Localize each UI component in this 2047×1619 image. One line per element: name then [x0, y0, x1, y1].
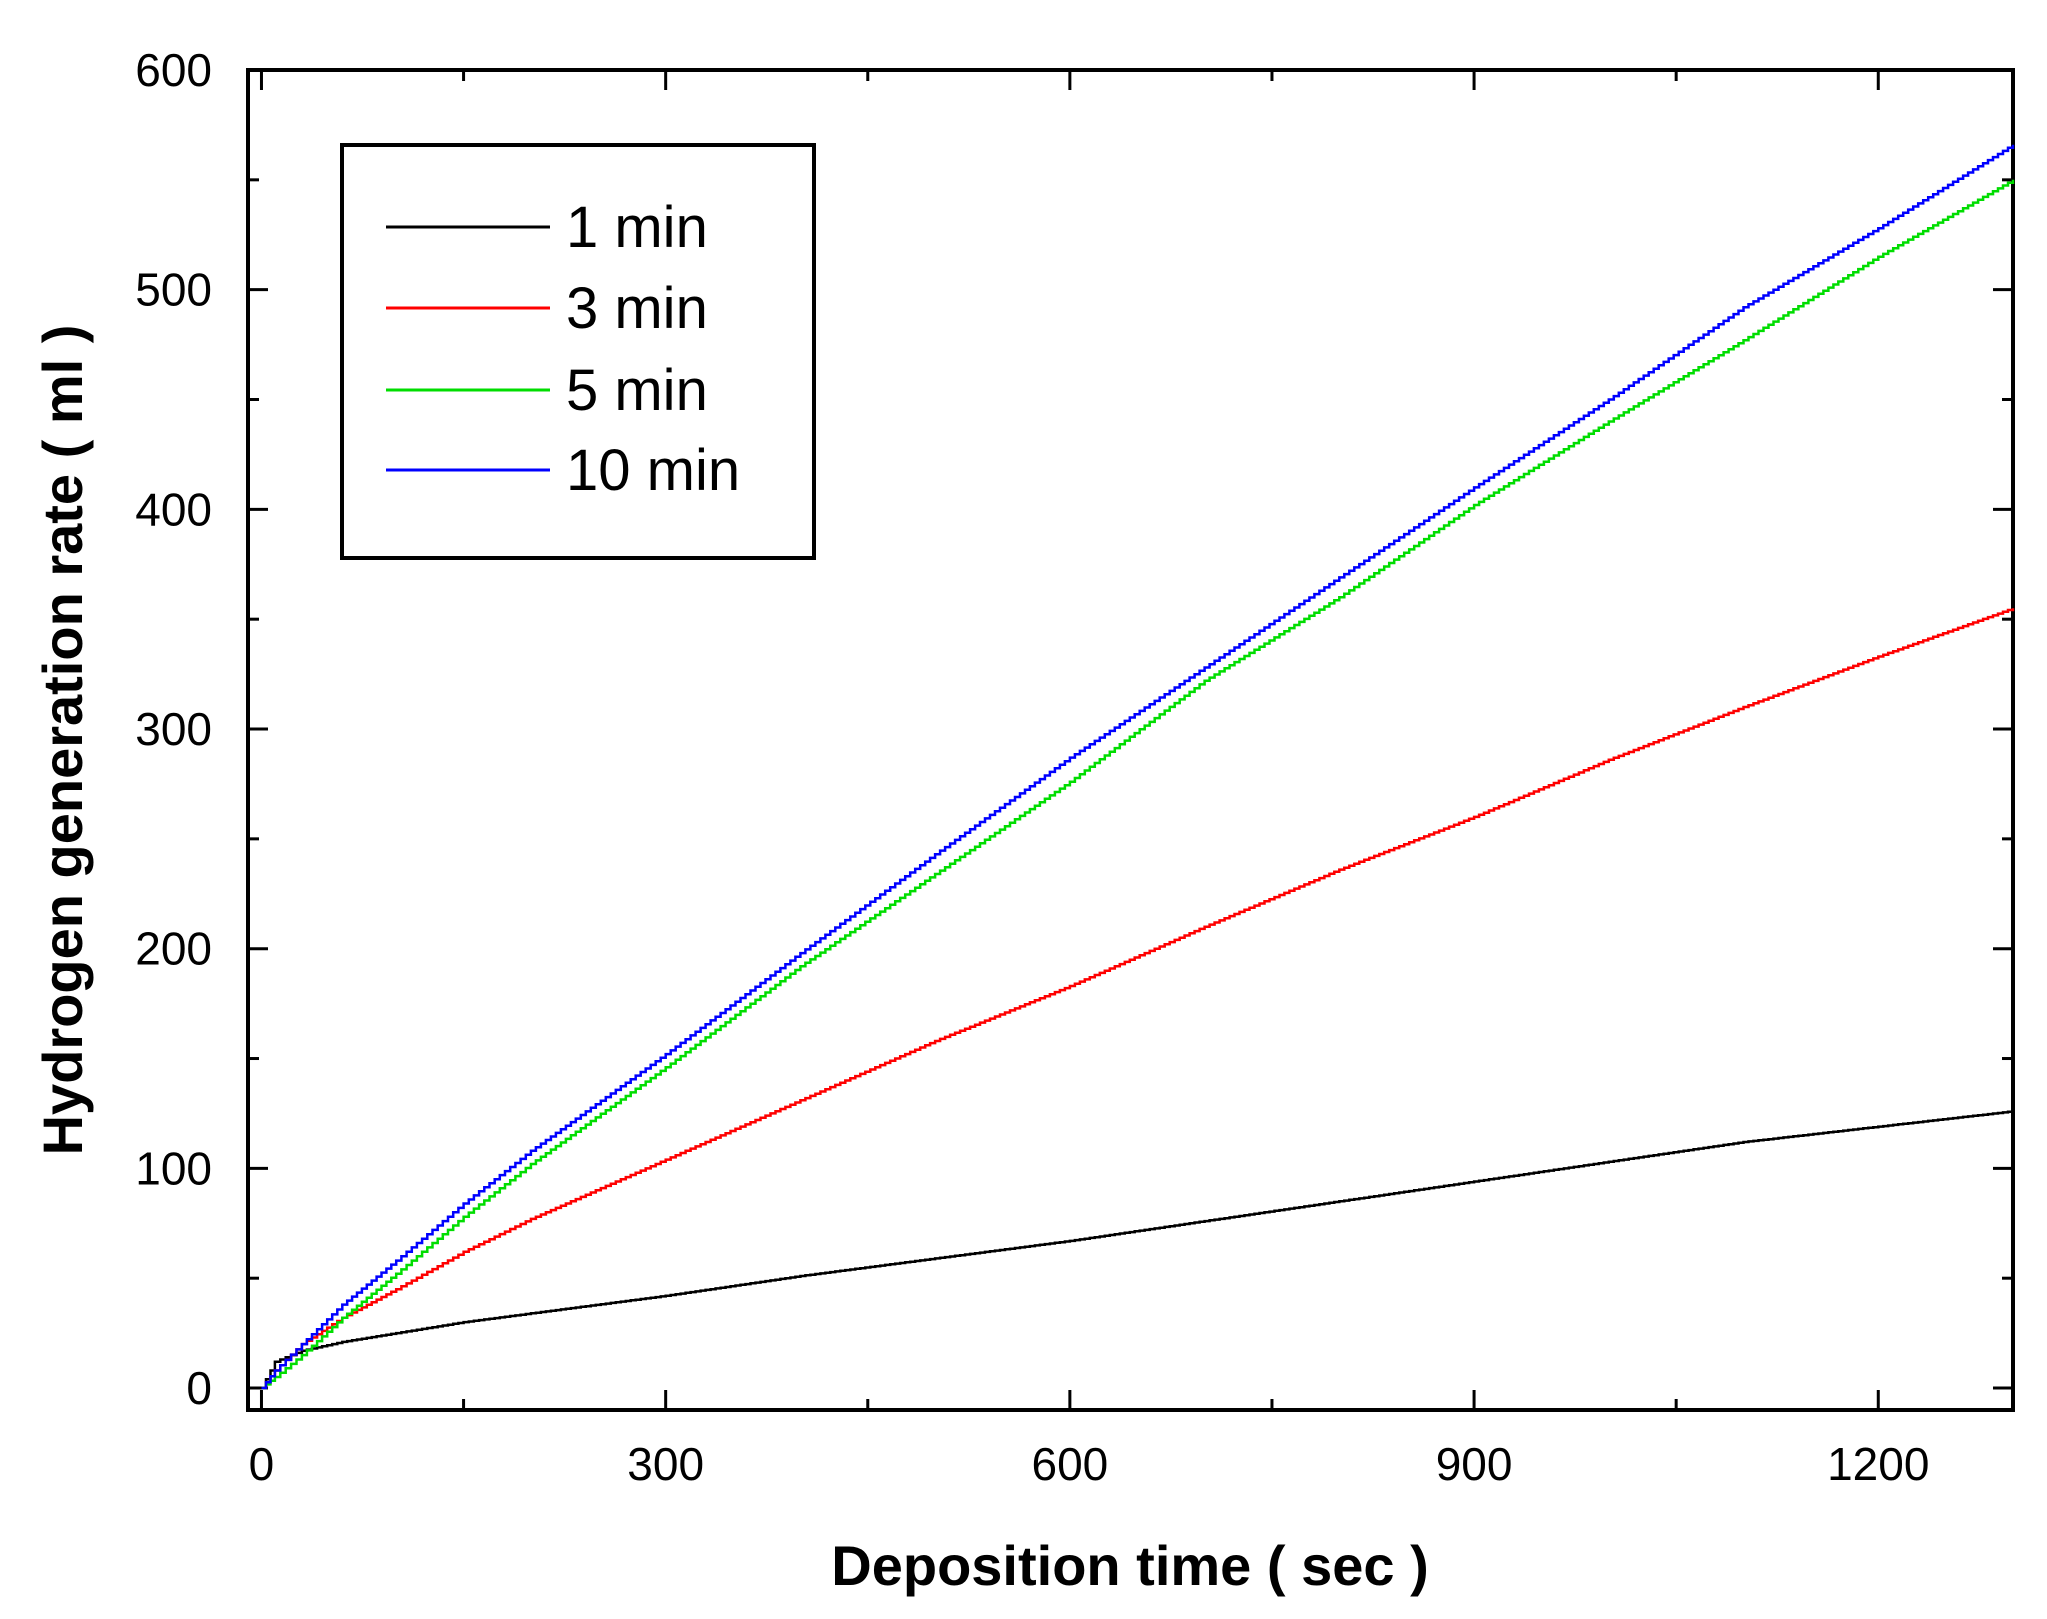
y-tick-label: 300 — [135, 703, 212, 755]
y-tick-label: 500 — [135, 264, 212, 316]
series-line-1-min — [261, 1110, 2015, 1390]
y-tick-label: 400 — [135, 483, 212, 535]
x-tick-label: 300 — [627, 1438, 704, 1490]
x-tick-label: 1200 — [1827, 1438, 1929, 1490]
series-line-3-min — [261, 608, 2015, 1390]
legend: 1 min 3 min 5 min 10 min — [340, 143, 816, 560]
minor-ticks — [248, 70, 2013, 1410]
plot-frame — [246, 68, 2015, 1412]
y-tick-labels: 0 100 200 300 400 500 600 — [135, 44, 212, 1414]
y-tick-label: 600 — [135, 44, 212, 96]
legend-label: 5 min — [566, 358, 708, 423]
legend-label: 1 min — [566, 195, 708, 260]
y-tick-label: 100 — [135, 1142, 212, 1194]
legend-items: 1 min 3 min 5 min 10 min — [386, 195, 740, 503]
series-line-10-min — [261, 144, 2015, 1390]
x-tick-label: 600 — [1031, 1438, 1108, 1490]
x-tick-label: 900 — [1436, 1438, 1513, 1490]
y-tick-label: 0 — [186, 1362, 212, 1414]
legend-label: 3 min — [566, 276, 708, 341]
series-lines — [261, 144, 2015, 1390]
y-tick-label: 200 — [135, 923, 212, 975]
legend-label: 10 min — [566, 438, 740, 503]
legend-box — [340, 143, 816, 560]
x-tick-label: 0 — [249, 1438, 275, 1490]
major-ticks — [248, 68, 2013, 1410]
x-axis-title: Deposition time ( sec ) — [831, 1534, 1428, 1597]
y-axis-title: Hydrogen generation rate ( ml ) — [31, 325, 94, 1156]
x-tick-labels: 0 300 600 900 1200 — [249, 1438, 1930, 1490]
series-line-5-min — [261, 179, 2015, 1390]
